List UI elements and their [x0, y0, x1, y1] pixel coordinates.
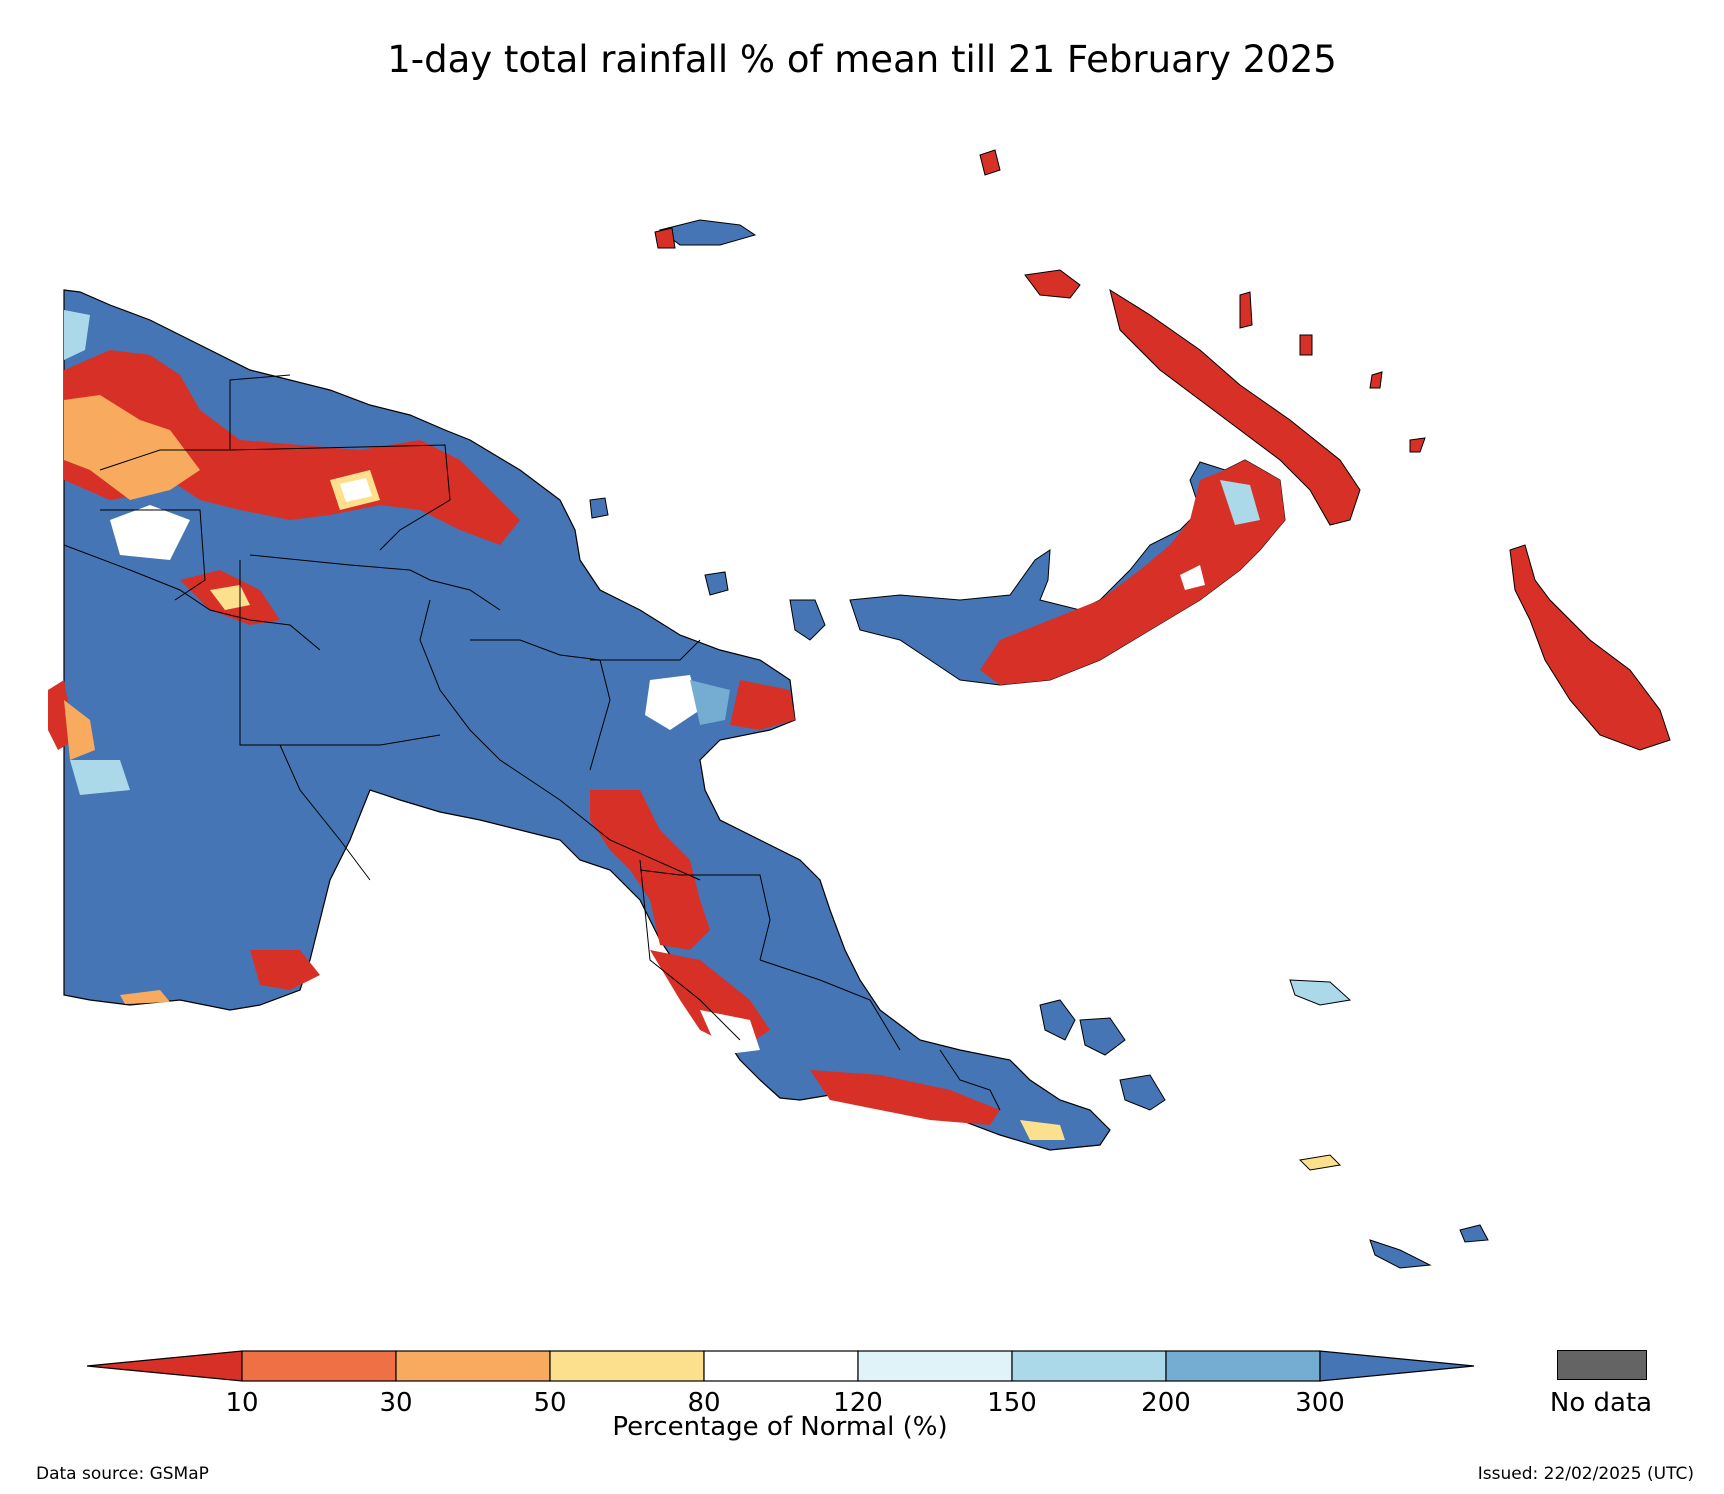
new-britain-red [980, 460, 1285, 685]
anomaly-red-south-west [250, 950, 320, 990]
anomaly-red-madang [730, 680, 795, 730]
new-britain [849, 459, 1286, 686]
tagula-island [1459, 1224, 1489, 1243]
issued-date: Issued: 22/02/2025 (UTC) [1477, 1464, 1694, 1484]
bougainville [1509, 544, 1671, 751]
tanga-island [1299, 334, 1313, 356]
anomaly-yellow-oro [1020, 1120, 1065, 1140]
anomaly-red-central [590, 790, 710, 950]
small-red-island-1 [1369, 371, 1383, 389]
colorbar-title: Percentage of Normal (%) [612, 1412, 948, 1442]
colorbar-segment-120-150 [857, 1350, 1013, 1382]
anomaly-orange-south [120, 990, 170, 1004]
rossel-island [1369, 1239, 1432, 1269]
new-hanover [1024, 269, 1081, 299]
province-boundaries [63, 374, 1001, 1111]
colorbar-low-extension [86, 1350, 243, 1382]
colorbar-tick: 120 [833, 1388, 883, 1418]
small-red-island-2 [1409, 437, 1426, 453]
colorbar-tick-labels: 10 30 50 80 120 150 200 300 [0, 1388, 1724, 1428]
map-title: 1-day total rainfall % of mean till 21 F… [387, 38, 1337, 81]
normanby-island [1119, 1074, 1166, 1111]
umboi-island [789, 599, 826, 641]
anomaly-white-madang [645, 675, 700, 730]
anomaly-lightblue-west [70, 760, 130, 795]
mainland [48, 289, 1111, 1151]
colorbar-segment-50-80 [549, 1350, 705, 1382]
colorbar-tick: 200 [1141, 1388, 1191, 1418]
mainland-landmass [63, 289, 1111, 1151]
anomaly-lightblue-north [64, 310, 90, 360]
woodlark-yellow [1298, 1154, 1342, 1171]
data-source: Data source: GSMaP [36, 1464, 209, 1484]
colorbar-segment-150-200 [1011, 1350, 1167, 1382]
colorbar-segment-80-120 [703, 1350, 859, 1382]
trobriand-island [1289, 979, 1352, 1006]
bougainville-north [979, 149, 1001, 176]
anomaly-red-oro [810, 1070, 1000, 1125]
anomaly-white-southern [700, 1010, 760, 1055]
colorbar-tick: 10 [225, 1388, 259, 1418]
karkar-island [589, 497, 609, 519]
colorbar [86, 1350, 1475, 1382]
goodenough-island [1039, 999, 1076, 1041]
colorbar-tick: 50 [533, 1388, 567, 1418]
new-britain-white [1180, 565, 1205, 590]
anomaly-orange-north [64, 395, 200, 500]
long-island [704, 571, 729, 596]
anomaly-red-north [64, 350, 520, 545]
new-britain-lightblue [1220, 480, 1260, 525]
colorbar-segment-200-300 [1165, 1350, 1321, 1382]
manus-island [658, 219, 757, 246]
anomaly-white-2 [340, 478, 372, 502]
colorbar-tick: 150 [987, 1388, 1037, 1418]
anomaly-orange-west [64, 700, 95, 760]
nodata-label: No data [1549, 1388, 1653, 1418]
colorbar-tick: 30 [379, 1388, 413, 1418]
new-ireland [1109, 288, 1361, 526]
nodata-swatch [1557, 1350, 1647, 1380]
anomaly-white-north [110, 505, 190, 560]
manus-red [654, 227, 676, 249]
colorbar-high-extension [1319, 1350, 1475, 1382]
colorbar-segment-30-50 [395, 1350, 551, 1382]
colorbar-tick: 80 [687, 1388, 721, 1418]
anomaly-lightblue-madang [690, 680, 730, 725]
fergusson-island [1079, 1017, 1126, 1056]
feni-island [1239, 291, 1253, 329]
colorbar-tick: 300 [1295, 1388, 1345, 1418]
colorbar-segment-10-30 [241, 1350, 397, 1382]
